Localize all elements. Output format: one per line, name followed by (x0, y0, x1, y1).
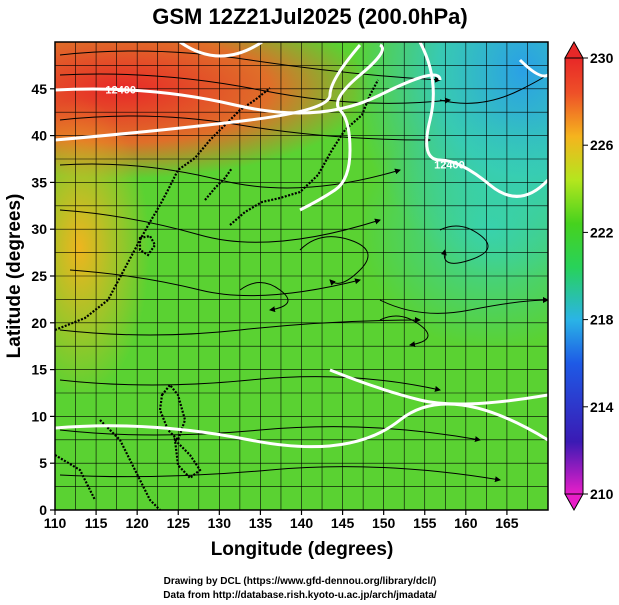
x-tick-label: 110 (44, 515, 67, 531)
y-tick-label: 30 (31, 221, 47, 237)
colorbar-max-arrow (564, 40, 584, 59)
x-tick-label: 145 (331, 515, 355, 531)
y-tick-label: 10 (31, 408, 47, 424)
y-axis: 0 5 10 15 20 25 30 35 40 45 (31, 81, 55, 518)
y-tick-label: 5 (39, 455, 47, 471)
contour-label: 12400 (105, 84, 136, 96)
plot-area: 12400 12400 (55, 42, 548, 510)
colorbar-tick-label: 210 (590, 486, 614, 502)
colorbar-tick-label: 214 (590, 399, 614, 415)
y-tick-label: 40 (31, 128, 47, 144)
y-tick-label: 15 (31, 362, 47, 378)
colorbar-min-arrow (564, 493, 584, 512)
contour-label: 12400 (434, 159, 465, 171)
x-tick-label: 155 (413, 515, 437, 531)
x-tick-label: 120 (125, 515, 149, 531)
y-tick-label: 0 (39, 502, 47, 518)
colorbar-tick-label: 226 (590, 137, 614, 153)
x-tick-label: 140 (290, 515, 314, 531)
colorbar-tick-label: 218 (590, 312, 614, 328)
x-axis-label: Longitude (degrees) (211, 539, 394, 560)
y-tick-label: 25 (31, 268, 47, 284)
contours (55, 42, 548, 449)
x-tick-label: 150 (372, 515, 396, 531)
colorbar-scale (564, 57, 584, 495)
credit-data: Data from http://database.rish.kyoto-u.a… (163, 590, 437, 601)
x-tick-label: 160 (454, 515, 478, 531)
y-tick-label: 35 (31, 174, 47, 190)
y-tick-label: 45 (31, 81, 47, 97)
chart-title: GSM 12Z21Jul2025 (200.0hPa) (152, 4, 468, 29)
coastline (55, 79, 379, 510)
x-tick-label: 135 (249, 515, 273, 531)
x-tick-label: 130 (208, 515, 232, 531)
colorbar-tick-label: 222 (590, 224, 614, 240)
temperature-region-warm-north-west (55, 42, 371, 179)
contour-labels: 12400 12400 (105, 84, 464, 171)
x-axis: 110 115 120 125 130 135 140 145 150 155 160 165 (44, 510, 519, 531)
x-tick-label: 115 (85, 515, 108, 531)
credit-drawing: Drawing by DCL (https://www.gfd-dennou.o… (164, 576, 437, 587)
y-tick-label: 20 (31, 315, 47, 331)
y-axis-label: Latitude (degrees) (4, 194, 25, 359)
colorbar-tick-label: 230 (590, 50, 614, 66)
x-tick-label: 165 (495, 515, 519, 531)
colorbar: 210 214 218 222 226 230 (564, 40, 614, 512)
x-tick-label: 125 (167, 515, 191, 531)
